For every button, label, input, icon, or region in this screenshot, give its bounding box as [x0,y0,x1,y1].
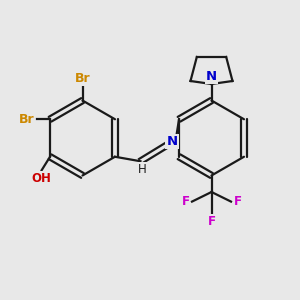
Text: OH: OH [32,172,52,185]
Text: H: H [138,163,146,176]
Text: Br: Br [19,113,34,126]
Text: N: N [206,70,217,83]
Text: N: N [167,135,178,148]
Text: F: F [234,195,242,208]
Text: F: F [208,214,215,228]
Text: Br: Br [75,72,90,86]
Text: F: F [182,195,189,208]
